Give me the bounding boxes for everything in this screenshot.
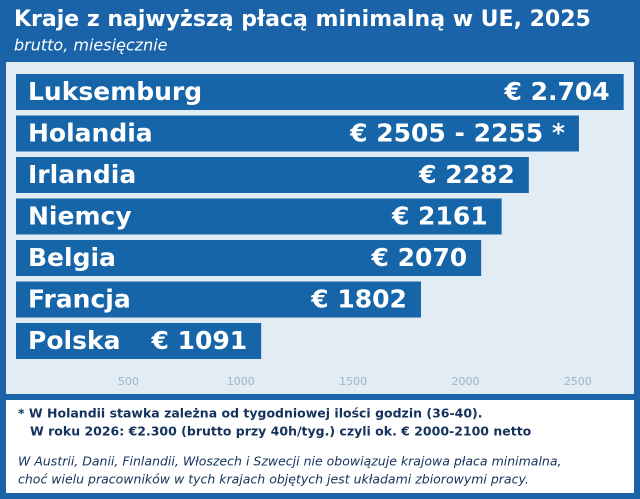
note: W Austrii, Danii, Finlandii, Włoszech i … bbox=[18, 454, 561, 469]
category-label: Belgia bbox=[28, 243, 116, 272]
footnote: * W Holandii stawka zależna od tygodniow… bbox=[18, 406, 483, 421]
x-tick-label: 2000 bbox=[451, 375, 479, 388]
bar bbox=[16, 281, 421, 318]
x-tick-label: 1000 bbox=[227, 375, 255, 388]
chart-title: Kraje z najwyższą płacą minimalną w UE, … bbox=[14, 7, 591, 32]
bar bbox=[16, 240, 482, 276]
category-label: Francja bbox=[28, 285, 131, 314]
footnote: W roku 2026: €2.300 (brutto przy 40h/tyg… bbox=[30, 424, 532, 439]
note: choć wielu pracowników w tych krajach ob… bbox=[18, 472, 529, 487]
value-label: € 2070 bbox=[370, 243, 467, 272]
bar bbox=[16, 323, 262, 359]
notes-panel bbox=[6, 400, 634, 493]
bar bbox=[16, 74, 624, 110]
category-label: Polska bbox=[28, 326, 120, 355]
value-label: € 2282 bbox=[418, 160, 515, 189]
category-label: Luksemburg bbox=[28, 77, 202, 106]
category-label: Holandia bbox=[28, 119, 153, 148]
chart-subtitle: brutto, miesięcznie bbox=[14, 36, 168, 55]
value-label: € 2.704 bbox=[503, 77, 609, 106]
x-tick-label: 2500 bbox=[564, 375, 592, 388]
value-label: € 2505 - 2255 * bbox=[349, 119, 565, 148]
x-tick-label: 1500 bbox=[339, 375, 367, 388]
value-label: € 2161 bbox=[391, 202, 488, 231]
value-label: € 1802 bbox=[310, 285, 407, 314]
bar bbox=[16, 157, 529, 193]
bar bbox=[16, 198, 502, 235]
category-label: Irlandia bbox=[28, 160, 136, 189]
value-label: € 1091 bbox=[150, 326, 247, 355]
bar bbox=[16, 115, 579, 152]
category-label: Niemcy bbox=[28, 202, 132, 231]
x-tick-label: 500 bbox=[118, 375, 139, 388]
